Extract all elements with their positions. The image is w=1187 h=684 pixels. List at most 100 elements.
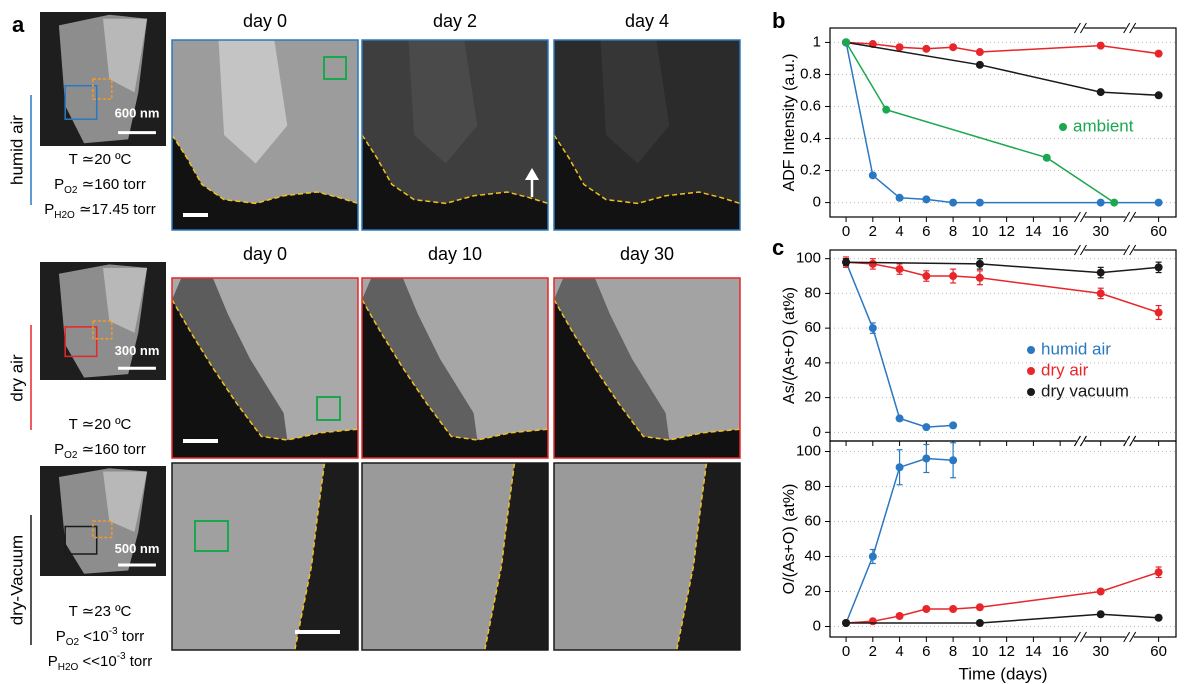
series-line: [846, 261, 1159, 274]
legend-label: humid air: [1041, 339, 1111, 358]
condition: PH2O <<10-3 torr: [48, 651, 153, 673]
series-line: [846, 261, 1159, 314]
data-point: [1110, 198, 1119, 207]
panel-label: c: [772, 235, 784, 260]
condition: T ≃20 ºC: [69, 416, 132, 433]
data-point: [949, 198, 958, 207]
condition-part: H2O: [54, 210, 75, 221]
axis-break: [1074, 211, 1081, 223]
data-point: [1154, 91, 1163, 100]
edge-line: [171, 134, 359, 205]
panel-label: a: [12, 12, 25, 37]
condition-part: torr: [126, 653, 153, 670]
y-tick-label: 0.6: [800, 97, 821, 114]
condition: T ≃20 ºC: [69, 151, 132, 168]
plot-frame: [829, 27, 1177, 218]
axis-break: [1074, 22, 1081, 34]
data-point: [949, 456, 958, 465]
y-tick-label: 40: [804, 354, 821, 371]
x-tick-label: 30: [1092, 223, 1109, 240]
data-point: [1096, 587, 1105, 596]
data-point: [895, 43, 904, 52]
x-tick-label: 4: [895, 643, 903, 660]
image-frame: [361, 277, 549, 459]
x-tick-label: 16: [1052, 643, 1069, 660]
data-point: [1154, 198, 1163, 207]
axis-break-gap: [1076, 439, 1085, 443]
series-line: [846, 41, 1159, 55]
axis-break: [1123, 435, 1131, 447]
data-point: [842, 619, 851, 627]
axis-break: [1129, 22, 1137, 34]
column-header: day 10: [428, 244, 482, 264]
data-point: [895, 193, 904, 202]
data-point: [922, 44, 931, 53]
image-region: [218, 40, 288, 164]
vacuum-region: [294, 463, 358, 650]
roi-box: [316, 396, 341, 421]
data-point: [868, 552, 877, 561]
axis-break: [1080, 244, 1087, 256]
axis-break-gap: [1125, 248, 1134, 252]
axis-break: [1080, 22, 1087, 34]
vacuum-region: [362, 299, 548, 458]
x-tick-label: 10: [972, 643, 989, 660]
condition-part: torr: [118, 628, 145, 645]
condition-part: P: [54, 176, 64, 193]
data-point: [1154, 568, 1163, 577]
condition-part: O2: [64, 185, 78, 196]
image-frame: [171, 39, 359, 231]
axis-break: [1123, 631, 1131, 643]
y-tick-label: 0.2: [800, 162, 821, 179]
y-tick-label: 100: [796, 250, 821, 267]
x-tick-label: 60: [1150, 643, 1167, 660]
data-point: [922, 605, 931, 613]
region-box-dashed: [92, 520, 113, 539]
x-tick-label: 60: [1150, 223, 1167, 240]
data-point: [975, 273, 984, 282]
y-axis-label: As/(As+O) (at%): [781, 287, 798, 404]
image-region: [600, 40, 670, 164]
x-tick-label: 8: [949, 643, 957, 660]
axis-break: [1080, 435, 1087, 447]
condition-part: T ≃23 ºC: [69, 603, 132, 620]
edge-line: [171, 299, 359, 441]
vacuum-region: [172, 299, 358, 458]
region-box-dashed: [92, 320, 113, 340]
condition-part: -3: [109, 626, 118, 637]
axis-break-gap: [1125, 215, 1134, 219]
series-line: [845, 42, 1115, 204]
condition-part: <<10: [78, 653, 116, 670]
y-tick-label: 60: [804, 319, 821, 336]
data-point: [1154, 308, 1163, 317]
axis-break: [1123, 211, 1131, 223]
y-tick-label: 0.8: [800, 65, 821, 82]
data-point: [895, 612, 904, 620]
x-tick-label: 12: [998, 643, 1015, 660]
row-label: dry air: [7, 354, 26, 402]
image-frame: [171, 277, 359, 459]
image-region: [408, 40, 478, 164]
axis-break-gap: [1076, 26, 1085, 30]
flake-light: [103, 18, 148, 93]
x-tick-label: 14: [1025, 643, 1042, 660]
plot-frame: [829, 440, 1177, 638]
x-tick-label: 8: [949, 223, 957, 240]
x-tick-label: 14: [1025, 223, 1042, 240]
condition-part: -3: [117, 651, 126, 662]
roi-box: [194, 520, 229, 552]
image-frame: [553, 39, 741, 231]
row-label: humid air: [7, 115, 26, 185]
axis-break: [1123, 244, 1131, 256]
edge-line: [294, 462, 326, 651]
x-tick-label: 10: [972, 223, 989, 240]
y-tick-label: 0.4: [800, 129, 821, 146]
image-frame: [553, 277, 741, 459]
axis-break: [1074, 631, 1081, 643]
x-tick-label: 4: [895, 223, 903, 240]
image-frame: [171, 462, 359, 651]
axis-break-gap: [1125, 26, 1134, 30]
data-point: [922, 195, 931, 204]
data-point: [922, 423, 931, 432]
